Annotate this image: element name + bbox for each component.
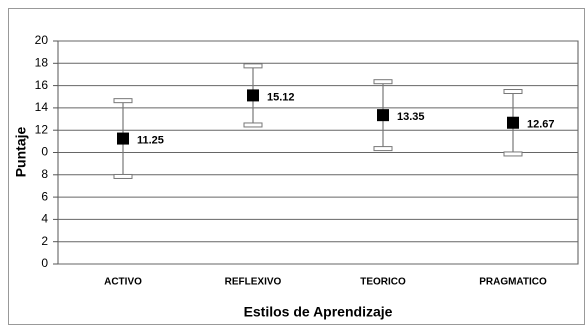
y-tick-label: 4 [41,212,48,226]
y-tick-label: 18 [35,55,49,69]
error-cap-lower [243,122,263,128]
x-axis-title: Estilos de Aprendizaje [244,304,393,320]
y-tick-label: 14 [35,100,49,114]
value-label: 11.25 [137,134,164,146]
mean-marker [377,109,389,122]
x-tick-label: TEORICO [360,277,406,288]
y-tick-label: 8 [41,167,48,181]
mean-marker [247,89,259,102]
error-cap-upper [503,89,523,95]
error-cap-lower [113,173,133,179]
y-axis-title: Puntaje [13,127,29,178]
y-tick-label: 16 [35,78,49,92]
mean-marker [117,132,129,145]
x-tick-label: ACTIVO [104,277,142,288]
y-tick-label: 12 [35,122,49,136]
chart-frame [8,8,585,325]
y-tick-label: 20 [35,33,49,47]
error-cap-upper [373,79,393,85]
value-label: 15.12 [267,91,295,103]
mean-marker [507,116,519,129]
error-cap-upper [243,63,263,69]
error-cap-lower [503,151,523,157]
value-label: 12.67 [527,119,555,131]
y-tick-label: 2 [41,234,48,248]
x-tick-label: REFLEXIVO [225,277,282,288]
y-tick-label: 0 [41,256,48,270]
x-tick-label: PRAGMATICO [479,277,547,288]
value-label: 13.35 [397,111,425,123]
error-cap-upper [113,98,133,104]
error-cap-lower [373,146,393,152]
y-tick-label: 0 [41,145,48,159]
y-tick-label: 6 [41,189,48,203]
